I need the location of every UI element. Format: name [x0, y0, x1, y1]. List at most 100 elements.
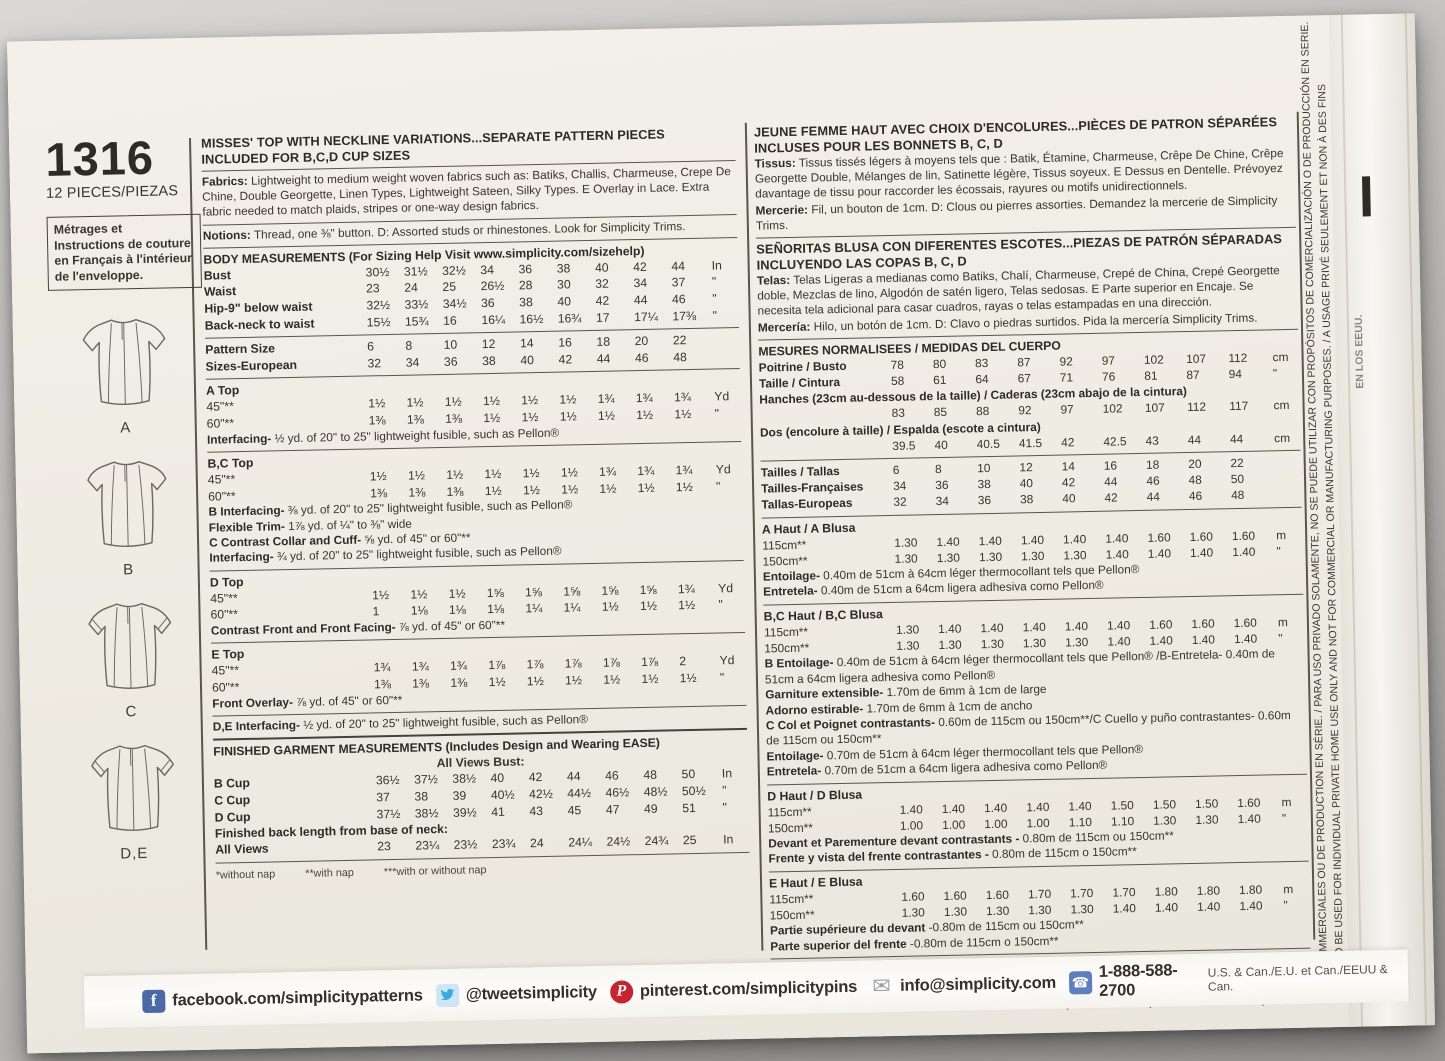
table-cell: 33½: [404, 297, 429, 312]
table-cell: 1⅞: [602, 655, 621, 671]
table-cell: 42: [1104, 490, 1118, 506]
table-cell: 40: [594, 260, 609, 275]
table-cell: 1.40: [1022, 619, 1046, 635]
table-cell: 107: [1186, 351, 1207, 366]
table-cell: 44: [671, 258, 686, 274]
table-cell: 43: [1145, 433, 1159, 448]
row-unit: In: [721, 766, 733, 781]
row-unit: ": [712, 291, 717, 306]
table-cell: 1½: [369, 469, 387, 484]
table-cell: 8: [934, 462, 942, 477]
row-label: Back-neck to waist: [204, 316, 315, 333]
table-cell: 16: [558, 335, 572, 350]
pinterest-handle: P pinterest.com/simplicitypins: [609, 975, 858, 1004]
phone-icon: ☎: [1068, 970, 1093, 995]
row-unit: ": [1276, 544, 1281, 559]
table-cell: 1⅞: [640, 655, 659, 670]
table-cell: 44: [1187, 432, 1202, 447]
table-cell: 40: [490, 771, 505, 786]
table-cell: 12: [1019, 460, 1033, 475]
table-cell: 1.70: [1112, 884, 1136, 900]
row-unit: ": [722, 799, 727, 814]
table-cell: 24: [529, 836, 544, 851]
table-cell: 24¼: [568, 835, 593, 850]
table-cell: 1.40: [1105, 547, 1129, 562]
table-cell: 48: [643, 768, 658, 783]
table-cell: 38½: [452, 771, 477, 787]
fabrics-paragraph: Fabrics: Lightweight to medium weight wo…: [202, 164, 737, 220]
table-cell: 23½: [453, 837, 478, 852]
table-cell: 17: [595, 310, 610, 325]
table-cell: 1.30: [894, 551, 918, 566]
table-cell: 46: [1146, 473, 1160, 489]
view-label: C: [125, 703, 138, 721]
table-cell: 1.70: [1070, 885, 1094, 901]
row-unit: In: [711, 258, 722, 273]
table-cell: 85: [933, 405, 948, 420]
table-cell: 42½: [528, 786, 553, 802]
row-unit: ": [1281, 810, 1287, 825]
table-cell: 46: [605, 768, 619, 784]
table-cell: 38: [414, 789, 429, 804]
email-icon: ✉: [872, 973, 892, 999]
table-cell: *without nap: [215, 868, 276, 882]
table-cell: **with nap: [305, 866, 354, 880]
table-cell: 40.5: [976, 436, 1001, 452]
table-cell: 1.00: [984, 816, 1008, 831]
table-cell: 1⅜: [408, 484, 426, 500]
table-cell: 39½: [452, 804, 477, 820]
table-cell: 1½: [410, 587, 428, 602]
row-unit: ": [1278, 631, 1283, 646]
table-cell: 34: [892, 478, 907, 494]
top-back-view-icon: [91, 744, 174, 831]
fabrics-text: Lightweight to medium weight woven fabri…: [202, 164, 732, 220]
table-cell: 1½: [448, 586, 466, 601]
table-cell: 1⅝: [601, 583, 619, 598]
table-cell: 1⅞: [564, 656, 582, 671]
table-cell: 1⅝: [563, 584, 581, 599]
table-cell: 1⅝: [486, 585, 504, 600]
pieces-count: 12 PIECES/PIEZAS: [45, 183, 179, 202]
table-cell: 1.30: [980, 636, 1005, 652]
table-cell: 92: [1018, 403, 1032, 418]
table-cell: 23: [377, 839, 391, 854]
table-cell: 1.10: [1110, 813, 1135, 829]
table-cell: 1.40: [938, 621, 962, 636]
table-cell: 16: [1103, 458, 1118, 473]
table-cell: 81: [1144, 368, 1158, 383]
table-cell: 6: [367, 339, 375, 354]
table-cell: 1¾: [677, 581, 695, 597]
table-cell: 24¾: [644, 833, 669, 849]
table-cell: 1.00: [942, 817, 966, 832]
table-cell: 44: [1104, 474, 1118, 489]
pattern-number: 1316: [44, 130, 155, 186]
table-cell: 16¾: [557, 310, 582, 326]
table-cell: 48: [673, 349, 687, 365]
table-cell: 23¼: [415, 838, 440, 853]
table-cell: 32: [595, 277, 610, 292]
table-cell: 1½: [674, 406, 692, 422]
table-cell: 36: [443, 354, 458, 369]
table-cell: 1.10: [1068, 814, 1093, 830]
table-cell: 20: [634, 334, 649, 349]
table-cell: 12: [481, 337, 496, 352]
table-cell: 1½: [561, 481, 579, 497]
table-cell: 46: [671, 292, 686, 307]
table-cell: 1⅜: [373, 677, 392, 692]
table-cell: 37½: [413, 772, 439, 787]
table-cell: 1½: [679, 670, 697, 686]
table-cell: 40: [557, 294, 572, 309]
table-cell: 34: [405, 355, 420, 370]
table-cell: 22: [672, 333, 687, 348]
table-cell: 1.60: [1237, 795, 1261, 810]
table-cell: 1.30: [896, 638, 920, 653]
table-cell: 1⅝: [639, 582, 657, 597]
table-cell: 1.60: [1147, 530, 1171, 545]
table-cell: 32: [893, 495, 907, 510]
table-cell: 30½: [365, 264, 390, 280]
table-cell: 36½: [375, 773, 400, 788]
table-cell: 46: [1188, 489, 1203, 504]
table-cell: 44: [1229, 431, 1244, 447]
table-cell: 1.40: [1239, 898, 1263, 914]
table-cell: 1.30: [1063, 547, 1087, 563]
